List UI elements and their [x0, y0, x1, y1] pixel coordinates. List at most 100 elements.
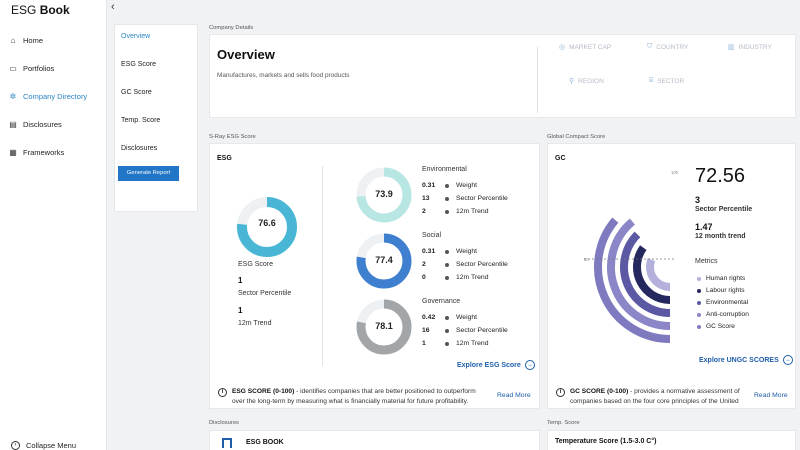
- attribute-industry: ▥ INDUSTRY: [728, 43, 772, 52]
- legend-labour-rights: Labour rights: [697, 287, 745, 294]
- bullet-dot: [445, 341, 449, 346]
- nav-label-home: Home: [23, 36, 44, 45]
- gc-axis-0: 0: [649, 334, 652, 339]
- social-trend-value: 0: [422, 274, 426, 281]
- nav-item-company-directory[interactable]: ✲ Company Directory: [9, 92, 88, 101]
- trend-label: 12m Trend: [456, 208, 489, 215]
- esg-info-text-1: - identifies companies that are better p…: [294, 388, 476, 395]
- esg-read-more-link[interactable]: Read More: [497, 392, 531, 399]
- arrow-right-icon: →: [782, 355, 793, 365]
- gc-info-line-1: GC SCORE (0-100) - provides a normative …: [570, 387, 740, 397]
- attribute-market-cap: ◎ MARKET CAP: [559, 43, 611, 52]
- generate-report-button[interactable]: Generate Report: [118, 166, 179, 181]
- governance-score-value: 78.1: [375, 321, 393, 331]
- home-icon: ⌂: [10, 35, 16, 45]
- explore-ungc-scores-label: Explore UNGC SCORES: [699, 356, 779, 364]
- environmental-label: Environmental: [422, 166, 467, 173]
- disclosures-icon: ▤: [9, 119, 17, 129]
- disclosures-card: ESG BOOK: [209, 430, 540, 450]
- legend-swatch: [697, 312, 701, 317]
- attribute-country-label: COUNTRY: [656, 43, 689, 51]
- environmental-weight-value: 0.31: [422, 182, 436, 189]
- disclosures-card-title: ESG BOOK: [246, 439, 284, 446]
- submenu-item-gc-score[interactable]: GC Score: [121, 89, 152, 96]
- portfolio-icon: ▭: [9, 63, 17, 73]
- attribute-region-label: REGION: [578, 77, 604, 85]
- region-icon: ⚲: [569, 78, 575, 85]
- back-chevron-icon[interactable]: ‹: [111, 1, 115, 13]
- explore-esg-score-link[interactable]: Explore ESG Score →: [457, 360, 535, 370]
- gc-score-value: 72.56: [695, 165, 746, 187]
- arrow-right-icon: →: [524, 360, 535, 370]
- nav-label-company-directory: Company Directory: [23, 92, 88, 101]
- social-percentile-value: 2: [422, 261, 426, 268]
- nav-item-disclosures[interactable]: ▤ Disclosures: [9, 120, 62, 129]
- trend-label: 12m Trend: [456, 340, 489, 347]
- submenu-item-overview[interactable]: Overview: [121, 33, 151, 40]
- gc-bar-labour-rights: [633, 245, 671, 304]
- bullet-dot: [445, 275, 449, 280]
- esg-gauge-arc: [237, 197, 297, 257]
- legend-swatch: [697, 300, 701, 305]
- attribute-sector-label: SECTOR: [657, 77, 685, 85]
- sector-icon: ⌸: [649, 77, 654, 84]
- social-gauge: [356, 233, 412, 289]
- esg-score-gauge: [237, 197, 297, 257]
- bullet-dot: [445, 328, 449, 333]
- gc-read-more-link[interactable]: Read More: [754, 392, 788, 399]
- attribute-country: ⛉ COUNTRY: [647, 43, 688, 51]
- sector-percentile-label: Sector Percentile: [456, 261, 508, 268]
- esg-score-value: 76.6: [258, 218, 276, 228]
- attribute-industry-label: INDUSTRY: [738, 43, 772, 51]
- collapse-menu-label: Collapse Menu: [26, 441, 77, 450]
- environmental-gauge-arc: [356, 167, 412, 223]
- overview-card: Overview Manufactures, markets and sells…: [209, 34, 796, 118]
- esg-info-text-2: over the long-term by measuring what is …: [232, 398, 469, 405]
- esg-info-title: ESG SCORE (0-100): [232, 388, 295, 395]
- legend-anti-corruption: Anti-corruption: [697, 311, 749, 318]
- esg-trend-value: 1: [238, 306, 243, 315]
- sector-percentile-label: Sector Percentile: [456, 195, 508, 202]
- frameworks-icon: ▦: [9, 147, 17, 157]
- gc-info-title: GC SCORE (0-100): [570, 388, 629, 395]
- governance-trend-row: 1 12m Trend: [422, 340, 489, 347]
- legend-swatch: [697, 324, 701, 329]
- bullet-dot: [445, 249, 449, 254]
- legend-environmental: Environmental: [697, 299, 748, 306]
- esg-vertical-divider: [322, 166, 323, 366]
- nav-item-home[interactable]: ⌂ Home: [9, 36, 43, 45]
- submenu-item-disclosures[interactable]: Disclosures: [121, 145, 158, 152]
- esg-section-label: S-Ray ESG Score: [209, 134, 256, 140]
- esg-card-title: ESG: [217, 155, 232, 162]
- environmental-trend-value: 2: [422, 208, 426, 215]
- info-icon: i: [218, 388, 227, 397]
- trend-label: 12m Trend: [456, 274, 489, 281]
- governance-label: Governance: [422, 298, 461, 305]
- brand-logo[interactable]: ESG Book: [11, 3, 70, 17]
- nav-item-frameworks[interactable]: ▦ Frameworks: [9, 148, 64, 157]
- nav-item-portfolios[interactable]: ▭ Portfolios: [9, 64, 54, 73]
- gc-sector-percentile-label: Sector Percentile: [695, 206, 753, 213]
- attribute-sector: ⌸ SECTOR: [649, 77, 684, 85]
- bullet-dot: [445, 315, 449, 320]
- info-icon: i: [556, 388, 565, 397]
- nav-label-portfolios: Portfolios: [23, 64, 55, 73]
- governance-weight-row: 0.42 Weight: [422, 314, 477, 321]
- esg-book-logo-icon: [222, 438, 232, 448]
- environmental-percentile-value: 13: [422, 195, 430, 202]
- temp-card: Temperature Score (1.5-3.0 C°): [547, 430, 796, 450]
- social-trend-row: 0 12m Trend: [422, 274, 489, 281]
- submenu-item-temp-score[interactable]: Temp. Score: [121, 117, 161, 124]
- bullet-dot: [445, 183, 449, 188]
- social-percentile-row: 2 Sector Percentile: [422, 261, 508, 268]
- gc-trend-label: 12 month trend: [695, 233, 746, 240]
- gc-card: GC 100 50 0 72.56 3 Sector Percentile 1.…: [547, 143, 796, 409]
- brand-bold: Book: [39, 3, 70, 17]
- gc-sector-percentile-value: 3: [695, 195, 701, 205]
- submenu-item-esg-score[interactable]: ESG Score: [121, 61, 157, 68]
- industry-icon: ▥: [728, 44, 735, 51]
- market-cap-icon: ◎: [559, 44, 566, 51]
- collapse-menu-button[interactable]: ‹ Collapse Menu: [11, 441, 76, 450]
- esg-score-label: ESG Score: [238, 261, 274, 268]
- explore-ungc-scores-link[interactable]: Explore UNGC SCORES →: [699, 355, 793, 365]
